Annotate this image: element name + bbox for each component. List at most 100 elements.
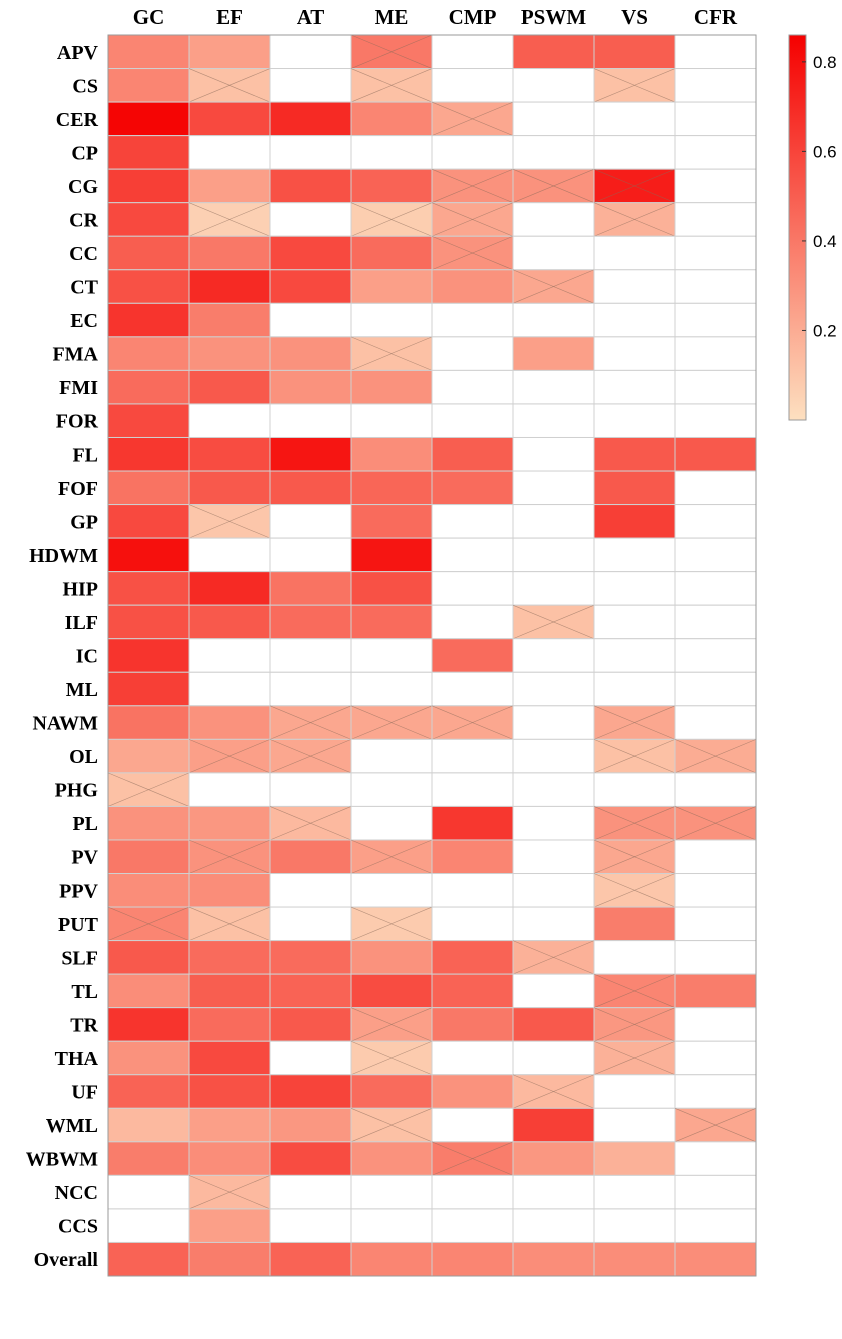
cell-cross-mark bbox=[674, 1108, 757, 1143]
heatmap-cell bbox=[107, 873, 190, 908]
heatmap-cell bbox=[431, 839, 514, 875]
heatmap-cell bbox=[350, 940, 433, 975]
cell-cross-mark bbox=[431, 202, 514, 237]
heatmap-cell bbox=[431, 1208, 514, 1243]
heatmap-cell bbox=[269, 1241, 352, 1277]
heatmap-cell bbox=[188, 873, 271, 908]
heatmap-cell bbox=[512, 973, 595, 1009]
heatmap-cell bbox=[188, 537, 271, 573]
heatmap-cell bbox=[674, 34, 757, 70]
heatmap-cell bbox=[188, 671, 271, 707]
heatmap-cell bbox=[269, 135, 352, 170]
cell-cross-mark bbox=[269, 806, 352, 841]
heatmap-cell bbox=[107, 403, 190, 438]
column-label: AT bbox=[297, 5, 325, 29]
heatmap-cell bbox=[188, 1241, 271, 1277]
heatmap-cell bbox=[269, 369, 352, 405]
heatmap-cell bbox=[350, 1241, 433, 1277]
heatmap-cell bbox=[107, 235, 190, 271]
heatmap-cell bbox=[350, 269, 433, 304]
heatmap-cell bbox=[431, 671, 514, 707]
heatmap-cell bbox=[593, 235, 676, 271]
heatmap-cell bbox=[350, 1141, 433, 1176]
heatmap-cell bbox=[674, 604, 757, 640]
heatmap-cell bbox=[431, 772, 514, 807]
heatmap-cell bbox=[350, 671, 433, 707]
row-label: WML bbox=[46, 1115, 98, 1137]
heatmap-cell bbox=[188, 235, 271, 271]
row-label: NCC bbox=[55, 1182, 98, 1204]
heatmap-cell bbox=[512, 135, 595, 170]
heatmap-cell bbox=[107, 168, 190, 204]
heatmap-cell bbox=[674, 135, 757, 170]
heatmap-cell bbox=[107, 34, 190, 70]
heatmap-cell bbox=[674, 68, 757, 103]
row-label: OL bbox=[69, 746, 98, 768]
heatmap-cell bbox=[674, 772, 757, 807]
cell-cross-mark bbox=[350, 336, 433, 371]
cell-cross-mark bbox=[269, 739, 352, 774]
heatmap-cell bbox=[269, 34, 352, 70]
heatmap-cell bbox=[431, 1241, 514, 1277]
cell-cross-mark bbox=[350, 906, 433, 941]
heatmap-cell bbox=[107, 604, 190, 640]
heatmap-cell bbox=[188, 403, 271, 438]
heatmap-cell bbox=[593, 436, 676, 472]
heatmap-cell bbox=[593, 1141, 676, 1176]
heatmap-cell bbox=[512, 571, 595, 606]
cell-cross-mark bbox=[593, 202, 676, 237]
heatmap-cell bbox=[107, 1174, 190, 1210]
cell-cross-mark bbox=[188, 739, 271, 774]
heatmap-cells bbox=[107, 34, 757, 1277]
heatmap-cell bbox=[269, 168, 352, 204]
row-label: FOF bbox=[58, 478, 98, 500]
heatmap-cell bbox=[269, 403, 352, 438]
column-label: CMP bbox=[449, 5, 497, 29]
heatmap-cell bbox=[593, 906, 676, 942]
heatmap-cell bbox=[512, 671, 595, 707]
heatmap-cell bbox=[431, 336, 514, 371]
heatmap-cell bbox=[674, 1241, 757, 1277]
heatmap-cell bbox=[431, 1074, 514, 1109]
heatmap-cell bbox=[593, 1241, 676, 1277]
heatmap-cell bbox=[593, 1107, 676, 1143]
heatmap-cell bbox=[674, 504, 757, 539]
heatmap-cell bbox=[107, 1208, 190, 1243]
heatmap-cell bbox=[431, 1007, 514, 1042]
heatmap-cell bbox=[188, 805, 271, 841]
heatmap-cell bbox=[431, 873, 514, 908]
heatmap-cell bbox=[188, 168, 271, 204]
heatmap-cell bbox=[674, 369, 757, 405]
heatmap-cell bbox=[674, 470, 757, 506]
colorbar-tick-label: 0.6 bbox=[813, 142, 837, 161]
heatmap-cell bbox=[593, 537, 676, 573]
heatmap-cell bbox=[350, 638, 433, 673]
heatmap-cell bbox=[269, 873, 352, 908]
heatmap-cell bbox=[431, 906, 514, 942]
cell-cross-mark bbox=[188, 68, 271, 103]
heatmap-cell bbox=[431, 34, 514, 70]
cell-cross-mark bbox=[674, 739, 757, 774]
row-label: HIP bbox=[62, 578, 98, 600]
heatmap-cell bbox=[674, 269, 757, 304]
cell-cross-mark bbox=[593, 839, 676, 874]
heatmap-cell bbox=[431, 269, 514, 304]
heatmap-cell bbox=[107, 68, 190, 103]
row-label: FOR bbox=[56, 411, 99, 433]
heatmap-cell bbox=[269, 940, 352, 975]
heatmap-cell bbox=[674, 571, 757, 606]
row-label: WBWM bbox=[26, 1149, 98, 1171]
heatmap-cell bbox=[350, 1208, 433, 1243]
cell-cross-mark bbox=[188, 1175, 271, 1210]
row-label: CR bbox=[69, 209, 98, 231]
heatmap-cell bbox=[593, 369, 676, 405]
heatmap-cell bbox=[269, 571, 352, 606]
cell-cross-mark bbox=[593, 1007, 676, 1042]
column-label: EF bbox=[216, 5, 243, 29]
heatmap-cell bbox=[107, 571, 190, 606]
heatmap-cell bbox=[107, 738, 190, 774]
heatmap-cell bbox=[674, 168, 757, 204]
heatmap-cell bbox=[431, 302, 514, 338]
heatmap-cell bbox=[593, 940, 676, 975]
heatmap-cell bbox=[350, 135, 433, 170]
